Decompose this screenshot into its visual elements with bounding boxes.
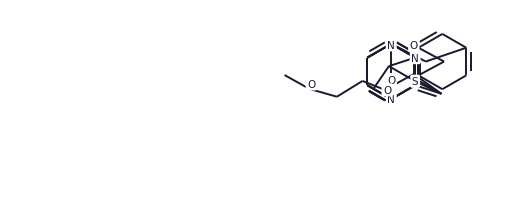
Text: O: O xyxy=(383,85,391,95)
Text: N: N xyxy=(387,41,395,50)
Text: N: N xyxy=(411,53,419,63)
Text: O: O xyxy=(307,80,315,89)
Text: N: N xyxy=(387,95,395,104)
Text: O: O xyxy=(387,76,396,86)
Text: O: O xyxy=(410,41,418,51)
Text: S: S xyxy=(412,77,419,87)
